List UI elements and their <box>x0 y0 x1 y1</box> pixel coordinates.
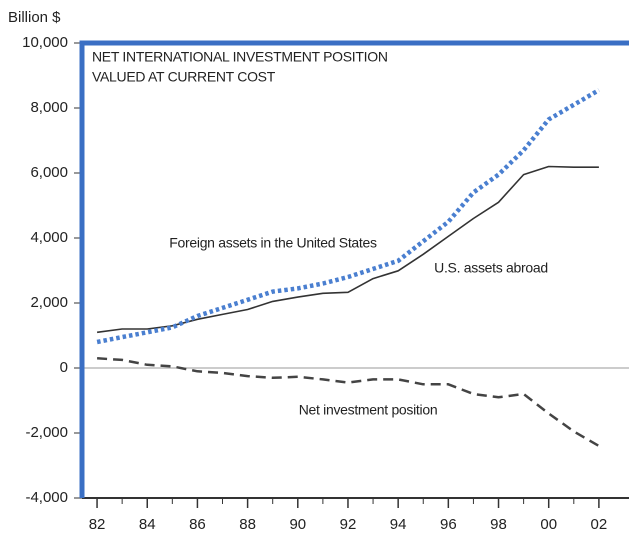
x-tick-label: 98 <box>490 516 507 533</box>
x-tick-label: 84 <box>139 516 156 533</box>
x-tick-label: 82 <box>89 516 106 533</box>
y-tick-label: 4,000 <box>30 229 68 246</box>
y-tick-label: -2,000 <box>25 424 68 441</box>
series-label: U.S. assets abroad <box>434 260 548 276</box>
y-tick-label: 6,000 <box>30 164 68 181</box>
y-unit-label: Billion $ <box>8 9 61 26</box>
y-tick-label: 0 <box>60 359 68 376</box>
chart-title: VALUED AT CURRENT COST <box>92 69 276 85</box>
x-tick-label: 94 <box>390 516 407 533</box>
chart-title: NET INTERNATIONAL INVESTMENT POSITION <box>92 49 388 65</box>
y-tick-label: 10,000 <box>22 34 68 51</box>
x-tick-label: 92 <box>340 516 357 533</box>
x-tick-label: 00 <box>540 516 557 533</box>
x-tick-label: 86 <box>189 516 206 533</box>
plot-frame <box>79 40 629 498</box>
y-tick-label: 2,000 <box>30 294 68 311</box>
x-tick-label: 02 <box>591 516 608 533</box>
series-label: Foreign assets in the United States <box>169 235 377 251</box>
x-tick-label: 90 <box>289 516 306 533</box>
x-tick-label: 88 <box>239 516 256 533</box>
y-tick-label: -4,000 <box>25 489 68 506</box>
series-label: Net investment position <box>299 402 438 418</box>
series-line <box>97 357 600 448</box>
series-line <box>96 88 601 345</box>
y-tick-label: 8,000 <box>30 99 68 116</box>
x-tick-label: 96 <box>440 516 457 533</box>
